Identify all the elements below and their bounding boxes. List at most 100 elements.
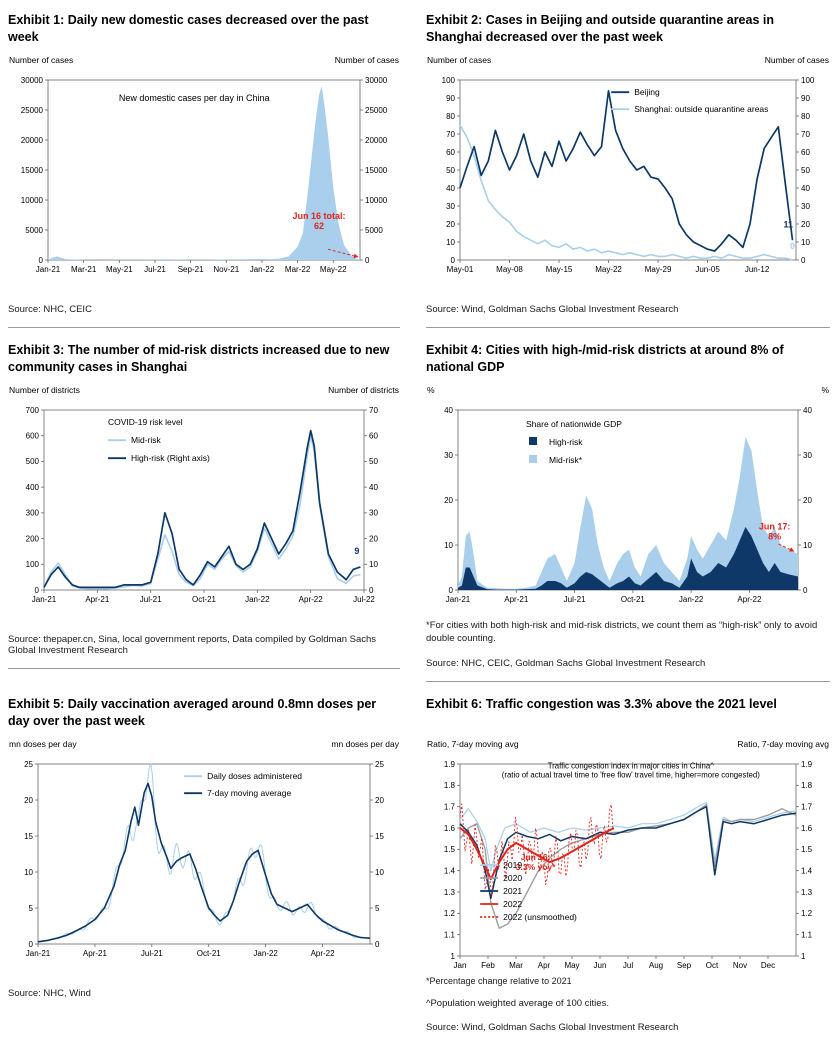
exhibit-1: Exhibit 1: Daily new domestic cases decr… xyxy=(8,8,400,338)
svg-text:10: 10 xyxy=(446,238,455,247)
series-beijing xyxy=(459,89,794,252)
annotations: 11 0 xyxy=(783,220,795,252)
svg-text:40: 40 xyxy=(446,184,455,193)
exhibit-5-chart: 0 5 10 15 20 25 0 5 10 15 20 25 Jan-21 Apr-21 Jul-21 Oc… xyxy=(8,738,400,962)
svg-text:Apr-21: Apr-21 xyxy=(504,595,529,604)
svg-text:10000: 10000 xyxy=(21,196,44,205)
svg-text:Jan: Jan xyxy=(454,961,467,970)
svg-text:Jan-22: Jan-22 xyxy=(250,265,275,274)
svg-text:Jun 16:3.3% yoy*: Jun 16: 3.3% yoy* xyxy=(516,852,556,872)
svg-text:9: 9 xyxy=(354,546,359,556)
svg-text:30000: 30000 xyxy=(365,76,388,85)
svg-text:Mar-22: Mar-22 xyxy=(285,265,311,274)
svg-text:mn doses per day: mn doses per day xyxy=(331,739,399,749)
series-7-day-moving-average xyxy=(37,782,371,943)
svg-text:40: 40 xyxy=(803,406,812,415)
svg-text:Jan-22: Jan-22 xyxy=(245,595,270,604)
svg-text:1: 1 xyxy=(801,951,806,960)
exhibit-4: Exhibit 4: Cities with high-/mid-risk di… xyxy=(426,338,830,692)
series xyxy=(37,762,371,943)
svg-text:1.5: 1.5 xyxy=(444,845,456,854)
svg-text:5: 5 xyxy=(29,903,34,912)
svg-text:2020: 2020 xyxy=(503,873,522,883)
svg-text:5000: 5000 xyxy=(25,226,43,235)
svg-text:Oct-21: Oct-21 xyxy=(621,595,646,604)
exhibit-5: Exhibit 5: Daily vaccination averaged ar… xyxy=(8,692,400,1034)
svg-text:300: 300 xyxy=(26,509,40,518)
svg-text:Jun-12: Jun-12 xyxy=(745,265,770,274)
svg-text:25000: 25000 xyxy=(365,106,388,115)
svg-text:High-risk (Right axis): High-risk (Right axis) xyxy=(131,453,210,463)
exhibit-5-chart-svg: 0 5 10 15 20 25 0 5 10 15 20 25 Jan-21 Apr-21 Jul-21 Oc… xyxy=(9,739,400,958)
svg-text:5: 5 xyxy=(375,903,380,912)
exhibit-5-title: Exhibit 5: Daily vaccination averaged ar… xyxy=(8,696,377,728)
svg-text:30: 30 xyxy=(444,451,453,460)
exhibit-4-footnote: *For cities with both high-risk and mid-… xyxy=(426,620,818,644)
svg-text:20: 20 xyxy=(375,795,384,804)
annotations: New domestic cases per day in China Jun 1… xyxy=(119,93,346,231)
svg-text:Jul-21: Jul-21 xyxy=(564,595,586,604)
svg-text:200: 200 xyxy=(26,534,40,543)
exhibit-5-source: Source: NHC, Wind xyxy=(8,987,91,999)
svg-text:%: % xyxy=(427,385,435,395)
svg-text:5000: 5000 xyxy=(365,226,383,235)
exhibit-4-chart: 0 10 20 30 40 0 10 20 30 40 Jan-21 Apr-21 Jul-21 Oct-… xyxy=(426,384,830,608)
svg-text:May-21: May-21 xyxy=(106,265,133,274)
exhibit-3: Exhibit 3: The number of mid-risk distri… xyxy=(8,338,400,692)
svg-text:mn doses per day: mn doses per day xyxy=(9,739,77,749)
exhibit-6-footnote-2: ^Population weighted average of 100 citi… xyxy=(426,997,609,1009)
svg-text:High-risk: High-risk xyxy=(549,437,583,447)
annotations: Jun 17: 8% xyxy=(759,521,791,541)
svg-text:20: 20 xyxy=(801,220,810,229)
svg-text:May-22: May-22 xyxy=(595,265,622,274)
svg-text:25: 25 xyxy=(24,759,33,768)
svg-text:1: 1 xyxy=(451,951,456,960)
svg-text:1.2: 1.2 xyxy=(801,909,813,918)
svg-text:100: 100 xyxy=(442,76,456,85)
legend: Share of nationwide GDP High-risk Mid-risk… xyxy=(526,419,622,465)
series-2020 xyxy=(459,803,797,929)
svg-text:25: 25 xyxy=(375,759,384,768)
svg-text:Dec: Dec xyxy=(761,961,775,970)
svg-text:20: 20 xyxy=(24,795,33,804)
svg-text:Jun-05: Jun-05 xyxy=(695,265,720,274)
svg-text:90: 90 xyxy=(446,94,455,103)
svg-text:New domestic cases per day in: New domestic cases per day in China xyxy=(119,93,270,103)
exhibit-4-source: Source: NHC, CEIC, Goldman Sachs Global … xyxy=(426,657,706,669)
exhibit-6-chart: 1 1.1 1.2 1.3 1.4 1.5 1.6 1.7 1.8 1.9 1 1.1 1.2 1.3 1.… xyxy=(426,738,830,974)
svg-text:30: 30 xyxy=(801,202,810,211)
exhibit-1-source: Source: NHC, CEIC xyxy=(8,304,92,315)
svg-text:Apr: Apr xyxy=(538,961,551,970)
series-shanghai-outside-quarantine-areas xyxy=(459,124,793,261)
legend: 2019 2020 2021 2022 2022 (unsmoothed) xyxy=(480,860,577,922)
svg-text:0: 0 xyxy=(35,586,40,595)
svg-text:May: May xyxy=(564,961,579,970)
svg-text:20: 20 xyxy=(446,220,455,229)
svg-text:0: 0 xyxy=(790,241,795,251)
divider xyxy=(426,327,830,328)
exhibit-6: Exhibit 6: Traffic congestion was 3.3% a… xyxy=(426,692,830,1034)
svg-text:Oct-21: Oct-21 xyxy=(197,949,222,958)
series xyxy=(458,437,798,590)
svg-text:400: 400 xyxy=(26,483,40,492)
svg-text:1.1: 1.1 xyxy=(801,930,813,939)
svg-text:1.8: 1.8 xyxy=(801,781,813,790)
svg-text:Aug: Aug xyxy=(649,961,663,970)
svg-text:1.7: 1.7 xyxy=(801,802,813,811)
svg-text:Beijing: Beijing xyxy=(634,87,660,97)
axes: 0 100 200 300 400 500 600 700 0 10 20 30 40 50 60 70 Jan… xyxy=(26,406,379,604)
svg-text:40: 40 xyxy=(369,483,378,492)
svg-text:Apr-22: Apr-22 xyxy=(737,595,762,604)
svg-text:Jul-22: Jul-22 xyxy=(353,595,375,604)
svg-text:20: 20 xyxy=(369,534,378,543)
svg-text:100: 100 xyxy=(801,76,815,85)
svg-text:Oct-21: Oct-21 xyxy=(192,595,217,604)
svg-text:15: 15 xyxy=(375,831,384,840)
series-2022 xyxy=(459,826,615,880)
svg-text:30: 30 xyxy=(369,509,378,518)
exhibit-2-title: Exhibit 2: Cases in Beijing and outside … xyxy=(426,13,774,44)
svg-text:40: 40 xyxy=(444,406,453,415)
svg-text:10: 10 xyxy=(375,867,384,876)
svg-text:0: 0 xyxy=(803,586,808,595)
svg-text:1.6: 1.6 xyxy=(444,823,456,832)
